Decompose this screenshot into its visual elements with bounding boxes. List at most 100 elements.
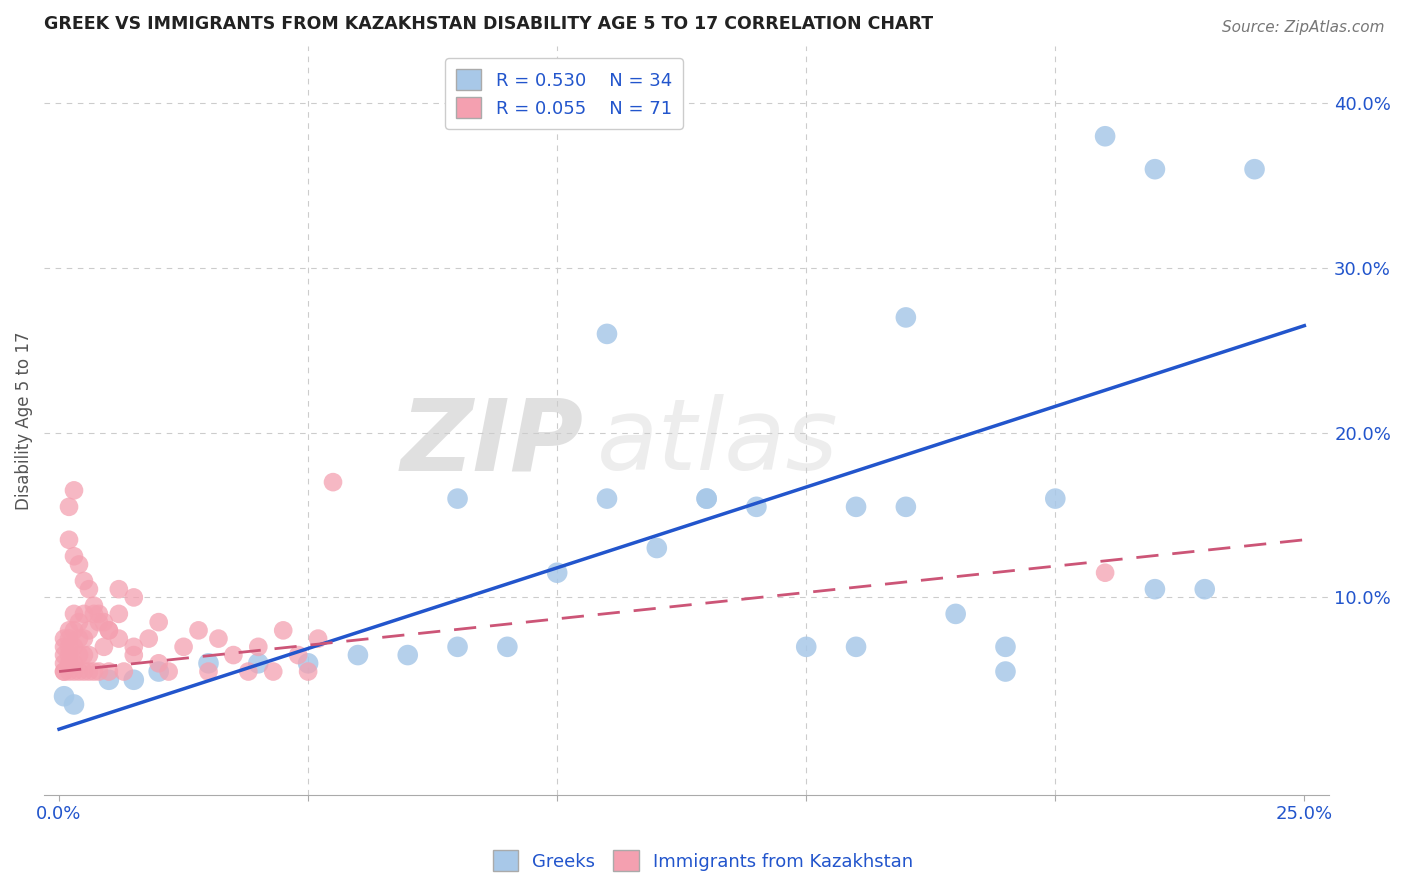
Point [53, 632, 76, 646]
Point [53, 640, 76, 654]
Point [645, 541, 668, 555]
Point [83, 665, 105, 679]
Point [77, 648, 100, 662]
Point [122, 673, 145, 687]
Point [108, 607, 131, 621]
Point [238, 665, 260, 679]
Point [67, 648, 90, 662]
Point [77, 624, 100, 638]
Point [287, 648, 309, 662]
Point [222, 648, 245, 662]
Point [63, 483, 86, 498]
Point [307, 632, 329, 646]
Point [845, 640, 868, 654]
Point [994, 640, 1017, 654]
Point [67, 632, 90, 646]
Point [546, 566, 568, 580]
Point [53, 665, 76, 679]
Point [93, 615, 115, 629]
Point [58, 665, 80, 679]
Point [63, 640, 86, 654]
Point [83, 599, 105, 613]
Point [63, 607, 86, 621]
Point [53, 690, 76, 704]
Point [77, 582, 100, 597]
Point [87, 607, 110, 621]
Point [58, 648, 80, 662]
Point [1045, 491, 1067, 506]
Point [496, 640, 519, 654]
Point [138, 632, 160, 646]
Point [53, 665, 76, 679]
Point [148, 657, 170, 671]
Point [157, 665, 180, 679]
Point [67, 615, 90, 629]
Point [73, 665, 96, 679]
Point [173, 640, 195, 654]
Point [87, 665, 110, 679]
Point [945, 607, 967, 621]
Point [247, 657, 270, 671]
Point [97, 624, 120, 638]
Point [1243, 162, 1265, 177]
Point [297, 665, 319, 679]
Point [58, 632, 80, 646]
Point [446, 491, 468, 506]
Text: atlas: atlas [596, 394, 838, 491]
Point [197, 657, 219, 671]
Point [446, 640, 468, 654]
Point [1143, 582, 1166, 597]
Point [67, 665, 90, 679]
Point [1094, 566, 1116, 580]
Point [77, 665, 100, 679]
Point [83, 607, 105, 621]
Point [63, 624, 86, 638]
Point [994, 665, 1017, 679]
Point [122, 648, 145, 662]
Point [262, 665, 284, 679]
Legend: Greeks, Immigrants from Kazakhstan: Greeks, Immigrants from Kazakhstan [485, 843, 921, 879]
Point [63, 549, 86, 564]
Point [894, 500, 917, 514]
Point [58, 500, 80, 514]
Point [73, 607, 96, 621]
Point [1143, 162, 1166, 177]
Point [596, 491, 619, 506]
Point [73, 648, 96, 662]
Point [97, 665, 120, 679]
Point [67, 558, 90, 572]
Text: Source: ZipAtlas.com: Source: ZipAtlas.com [1222, 20, 1385, 35]
Point [745, 500, 768, 514]
Point [247, 640, 270, 654]
Point [696, 491, 718, 506]
Legend: R = 0.530    N = 34, R = 0.055    N = 71: R = 0.530 N = 34, R = 0.055 N = 71 [446, 59, 683, 129]
Point [596, 326, 619, 341]
Y-axis label: Disability Age 5 to 17: Disability Age 5 to 17 [15, 331, 32, 509]
Point [58, 624, 80, 638]
Point [53, 657, 76, 671]
Point [845, 500, 868, 514]
Point [1194, 582, 1216, 597]
Point [207, 632, 229, 646]
Point [73, 632, 96, 646]
Point [271, 624, 294, 638]
Text: GREEK VS IMMIGRANTS FROM KAZAKHSTAN DISABILITY AGE 5 TO 17 CORRELATION CHART: GREEK VS IMMIGRANTS FROM KAZAKHSTAN DISA… [44, 15, 934, 33]
Point [347, 648, 370, 662]
Point [112, 665, 135, 679]
Point [108, 632, 131, 646]
Text: ZIP: ZIP [401, 394, 583, 491]
Point [58, 640, 80, 654]
Point [63, 698, 86, 712]
Point [58, 533, 80, 547]
Point [93, 640, 115, 654]
Point [396, 648, 419, 662]
Point [197, 665, 219, 679]
Point [97, 673, 120, 687]
Point [1094, 129, 1116, 144]
Point [122, 640, 145, 654]
Point [794, 640, 817, 654]
Point [87, 615, 110, 629]
Point [108, 582, 131, 597]
Point [696, 491, 718, 506]
Point [148, 665, 170, 679]
